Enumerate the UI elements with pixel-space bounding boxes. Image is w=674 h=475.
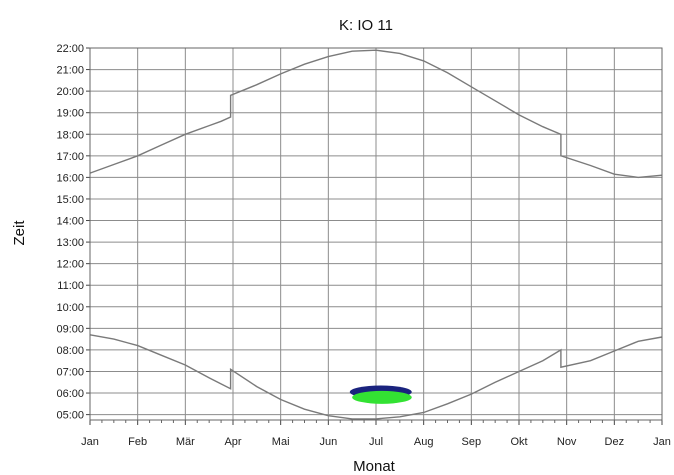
x-tick-label: Jun [319, 436, 337, 448]
x-tick-label: Dez [605, 436, 625, 448]
x-tick-label: Mai [272, 436, 290, 448]
x-tick-label: Aug [414, 436, 434, 448]
y-tick-label: 07:00 [56, 366, 84, 378]
y-tick-label: 09:00 [56, 323, 84, 335]
y-tick-label: 14:00 [56, 216, 84, 228]
y-tick-label: 05:00 [56, 410, 84, 422]
shadow-region [349, 385, 412, 404]
plot-frame [89, 47, 663, 421]
x-tick-label: Feb [128, 436, 147, 448]
y-tick-label: 18:00 [56, 129, 84, 141]
y-tick-label: 20:00 [56, 86, 84, 98]
y-tick-label: 12:00 [56, 259, 84, 271]
chart-title: K: IO 11 [339, 17, 393, 34]
daylight-curves [89, 49, 663, 420]
x-ticks: Jan Feb Mär Apr Mai Jun Jul Aug Sep Okt Nov Dez Jan [81, 420, 671, 448]
series-line-2 [89, 334, 663, 420]
x-tick-label: Jan [81, 436, 99, 448]
y-tick-label: 06:00 [56, 388, 84, 400]
x-tick-label: Okt [510, 436, 527, 448]
y-tick-label: 13:00 [56, 237, 84, 249]
x-tick-label: Apr [224, 436, 241, 448]
shadow-light [352, 390, 412, 404]
y-tick-label: 19:00 [56, 108, 84, 120]
y-tick-label: 08:00 [56, 345, 84, 357]
y-tick-label: 16:00 [56, 172, 84, 184]
y-ticks: 05:00 06:00 07:00 08:00 09:00 10:00 11:00 12:00… [56, 43, 90, 422]
series-line-1 [89, 49, 663, 179]
x-tick-label: Jan [653, 436, 671, 448]
x-axis-label: Monat [353, 458, 396, 475]
y-tick-label: 11:00 [57, 280, 84, 292]
x-tick-label: Nov [557, 436, 577, 448]
y-tick-label: 21:00 [56, 65, 84, 77]
y-tick-label: 22:00 [56, 43, 84, 55]
x-tick-label: Mär [176, 436, 195, 448]
x-tick-label: Jul [369, 436, 383, 448]
y-axis-label: Zeit [11, 220, 28, 246]
y-tick-label: 15:00 [56, 194, 84, 206]
y-tick-label: 10:00 [56, 302, 84, 314]
y-tick-label: 17:00 [56, 151, 84, 163]
x-tick-label: Sep [462, 436, 482, 448]
